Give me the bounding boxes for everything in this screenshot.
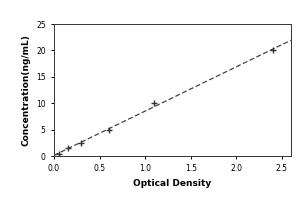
Point [152,102,157,105]
Point [65,146,70,150]
Y-axis label: Concentration(ng/mL): Concentration(ng/mL) [22,34,31,146]
Point [106,128,111,131]
Point [56,153,61,156]
Point [270,49,275,52]
X-axis label: Optical Density: Optical Density [134,179,212,188]
Point [79,141,84,144]
